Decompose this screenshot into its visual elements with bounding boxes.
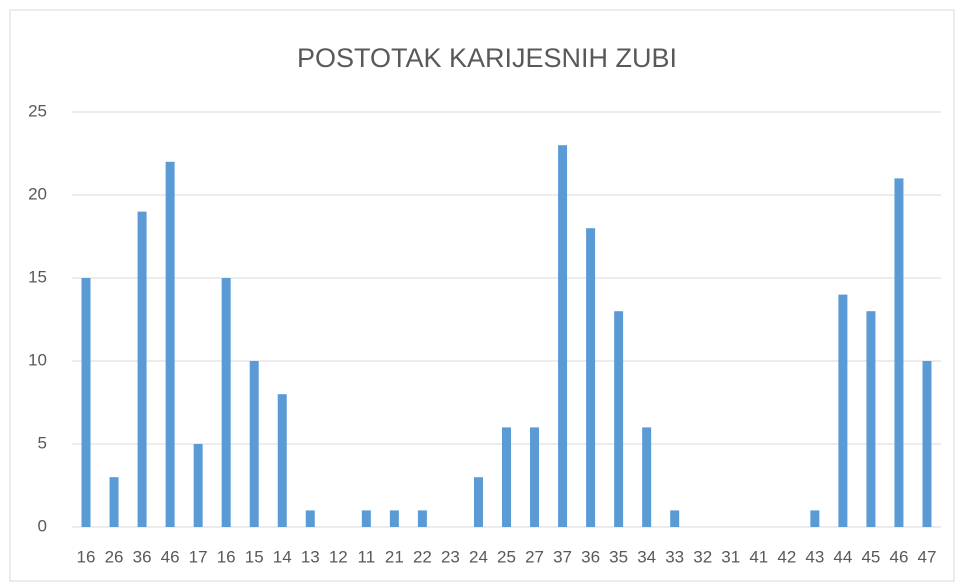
x-tick-label: 32 (693, 547, 712, 566)
x-tick-label: 47 (918, 547, 937, 566)
bar (165, 161, 175, 528)
bar (642, 427, 652, 527)
x-tick-label: 15 (245, 547, 264, 566)
x-tick-label: 36 (133, 547, 152, 566)
bar (361, 510, 371, 527)
bar (249, 361, 259, 527)
x-tick-label: 35 (609, 547, 628, 566)
x-tick-label: 46 (889, 547, 908, 566)
y-tick-label: 5 (38, 433, 47, 452)
x-tick-label: 31 (721, 547, 740, 566)
x-tick-label: 26 (105, 547, 124, 566)
bar (305, 510, 315, 527)
x-tick-label: 21 (385, 547, 404, 566)
x-tick-label: 27 (525, 547, 544, 566)
bar (866, 311, 876, 527)
bar (894, 178, 904, 527)
bar (530, 427, 540, 527)
x-tick-label: 45 (861, 547, 880, 566)
x-tick-label: 42 (777, 547, 796, 566)
bar (221, 278, 231, 527)
bar (277, 394, 287, 527)
x-tick-label: 17 (189, 547, 208, 566)
bar (558, 145, 568, 527)
bar (389, 510, 399, 527)
bar (586, 228, 596, 527)
x-tick-label: 44 (833, 547, 852, 566)
y-tick-label: 10 (28, 350, 47, 369)
x-tick-label: 46 (161, 547, 180, 566)
bar (137, 211, 147, 527)
y-tick-label: 15 (28, 267, 47, 286)
bar (670, 510, 680, 527)
bar (614, 311, 624, 527)
x-tick-label: 33 (665, 547, 684, 566)
x-tick-label: 36 (581, 547, 600, 566)
bar (922, 361, 932, 527)
bar (838, 294, 848, 527)
x-tick-label: 22 (413, 547, 432, 566)
x-tick-label: 41 (749, 547, 768, 566)
x-tick-label: 34 (637, 547, 656, 566)
bar (109, 477, 119, 527)
x-tick-label: 16 (217, 547, 236, 566)
x-tick-label: 24 (469, 547, 488, 566)
bar (810, 510, 820, 527)
chart-title: POSTOTAK KARIJESNIH ZUBI (297, 43, 677, 73)
x-tick-label: 13 (301, 547, 320, 566)
x-tick-label: 11 (358, 547, 376, 566)
bar (417, 510, 427, 527)
bar (81, 278, 91, 527)
x-tick-label: 23 (441, 547, 460, 566)
x-tick-label: 43 (805, 547, 824, 566)
x-tick-label: 37 (553, 547, 572, 566)
y-tick-label: 25 (28, 101, 47, 120)
x-tick-label: 16 (77, 547, 96, 566)
y-tick-label: 20 (28, 184, 47, 203)
y-tick-label: 0 (38, 516, 47, 535)
bar (502, 427, 511, 527)
x-tick-label: 14 (273, 547, 292, 566)
bar (473, 477, 483, 527)
x-tick-label: 12 (329, 547, 348, 566)
x-tick-label: 25 (497, 547, 516, 566)
bar (193, 444, 203, 527)
